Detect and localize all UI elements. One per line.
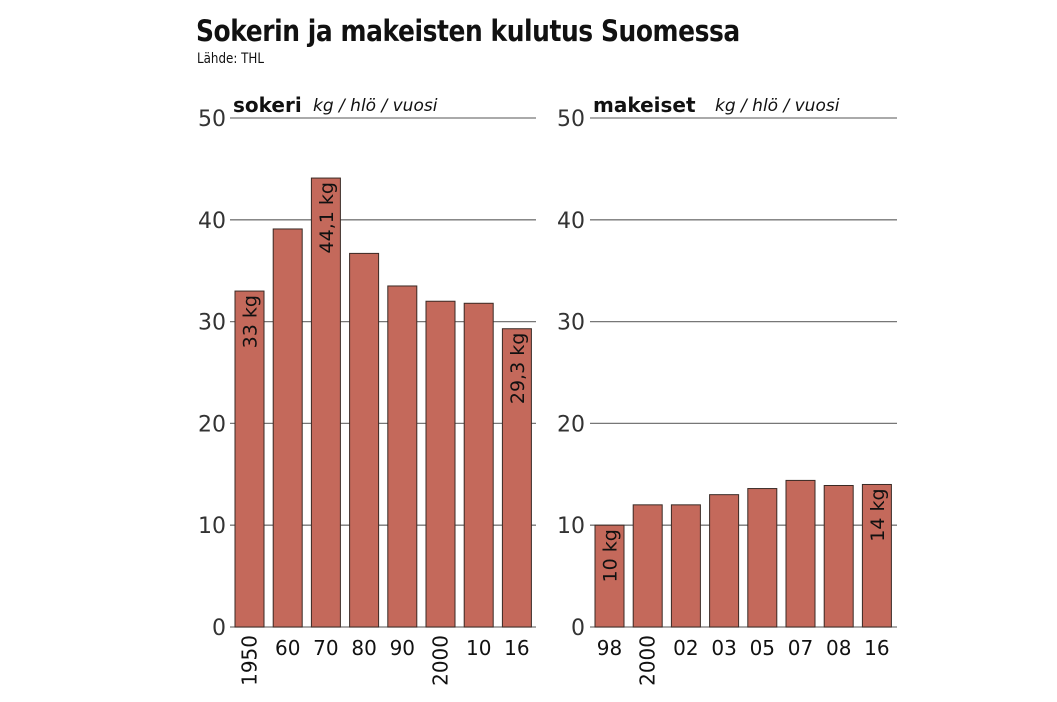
- y-tick-label: 20: [198, 412, 226, 437]
- bar: [463, 302, 494, 628]
- panel-unit: kg / hlö / vuosi: [313, 96, 438, 116]
- y-tick-label: 0: [571, 616, 585, 641]
- panel-unit: kg / hlö / vuosi: [715, 96, 840, 116]
- bar: [670, 504, 701, 628]
- bar: [349, 252, 380, 628]
- bar: [272, 228, 303, 628]
- x-tick-label: 08: [826, 636, 851, 660]
- y-tick-label: 20: [557, 412, 585, 437]
- bar: [632, 504, 663, 628]
- y-tick-label: 40: [557, 209, 585, 234]
- x-tick-label: 2000: [429, 635, 453, 686]
- bar: [709, 494, 740, 628]
- y-tick-label: 10: [557, 514, 585, 539]
- x-tick-label: 16: [504, 636, 529, 660]
- data-label: 14 kg: [867, 488, 889, 541]
- x-tick-label: 90: [390, 636, 415, 660]
- bar: [861, 483, 892, 628]
- bar: [823, 484, 854, 628]
- y-tick-label: 50: [198, 107, 226, 132]
- bar: [310, 177, 341, 628]
- y-tick-label: 40: [198, 209, 226, 234]
- x-tick-label: 02: [673, 636, 698, 660]
- x-tick-label: 70: [313, 636, 338, 660]
- bar: [501, 328, 532, 628]
- bar: [425, 300, 456, 628]
- x-tick-label: 10: [466, 636, 491, 660]
- data-label: 10 kg: [600, 529, 622, 582]
- y-tick-label: 0: [212, 616, 226, 641]
- x-tick-label: 05: [750, 636, 775, 660]
- data-label: 44,1 kg: [316, 182, 338, 253]
- chart-title: Sokerin ja makeisten kulutus Suomessa: [196, 14, 740, 48]
- bar: [387, 285, 418, 628]
- bar: [785, 479, 816, 628]
- bar: [747, 488, 778, 628]
- x-tick-label: 03: [711, 636, 736, 660]
- data-label: 29,3 kg: [507, 333, 529, 404]
- x-tick-label: 2000: [636, 635, 660, 686]
- x-tick-label: 60: [275, 636, 300, 660]
- data-label: 33 kg: [240, 295, 262, 348]
- x-tick-label: 16: [864, 636, 889, 660]
- chart-source: Lähde: THL: [197, 51, 264, 67]
- y-tick-label: 50: [557, 107, 585, 132]
- bar: [594, 524, 625, 628]
- x-tick-label: 1950: [238, 635, 262, 686]
- x-tick-label: 07: [788, 636, 813, 660]
- y-tick-label: 10: [198, 514, 226, 539]
- panel-title: sokeri: [233, 93, 302, 117]
- x-tick-label: 98: [597, 636, 622, 660]
- y-tick-label: 30: [198, 311, 226, 336]
- y-tick-label: 30: [557, 311, 585, 336]
- panel-title: makeiset: [593, 93, 696, 117]
- bar: [234, 290, 265, 628]
- x-tick-label: 80: [351, 636, 376, 660]
